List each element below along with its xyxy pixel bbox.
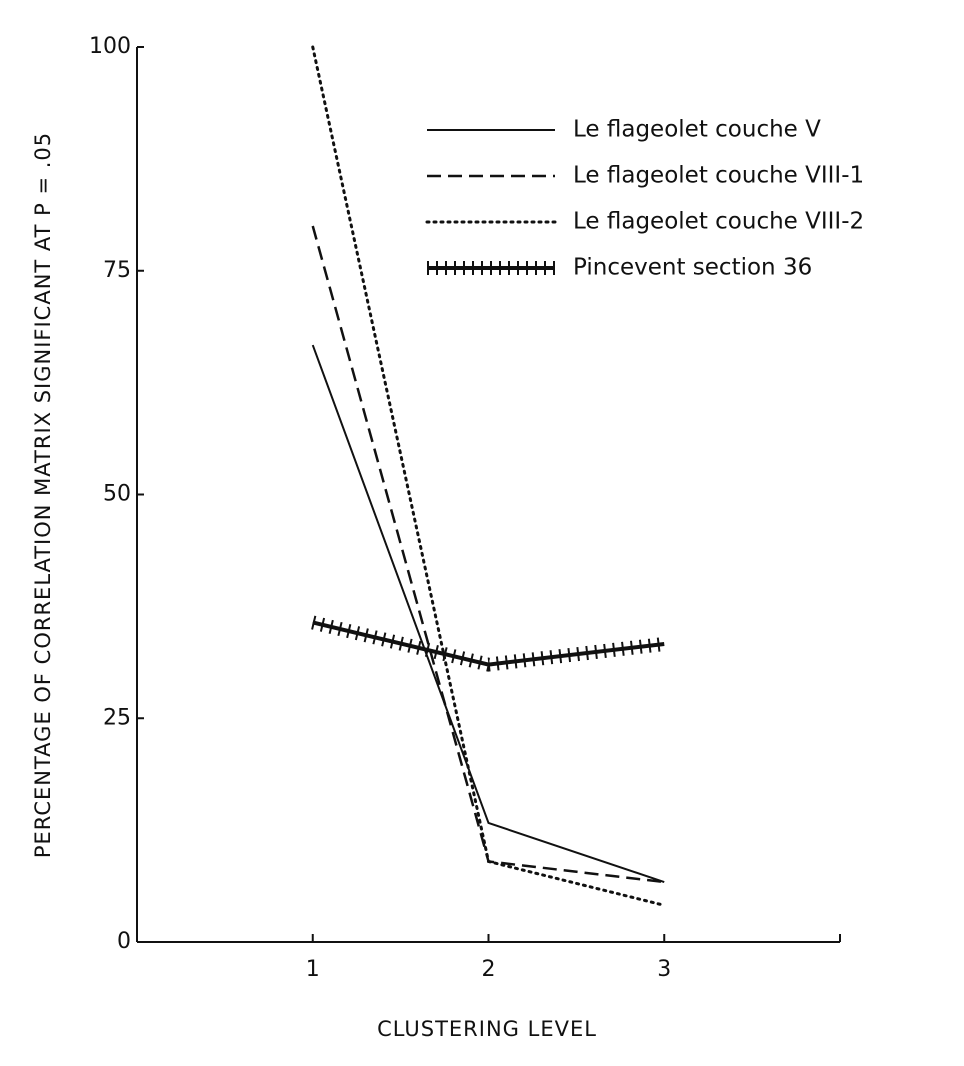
series-line <box>311 344 665 883</box>
y-tick-label: 75 <box>103 258 131 283</box>
y-tick-label: 25 <box>103 705 131 730</box>
x-axis-title: CLUSTERING LEVEL <box>377 1017 597 1041</box>
series-line <box>311 225 665 884</box>
legend-label: Le flageolet couche V <box>573 117 821 143</box>
y-tick-label: 0 <box>117 929 131 954</box>
series-line <box>311 45 666 907</box>
y-tick-label: 100 <box>89 34 131 59</box>
x-tick-label: 3 <box>657 957 671 982</box>
x-tick-label: 2 <box>482 957 496 982</box>
y-tick-label: 50 <box>103 482 131 507</box>
legend-label: Le flageolet couche VIII-1 <box>573 163 864 189</box>
x-tick-label: 1 <box>306 957 320 982</box>
y-axis-title: PERCENTAGE OF CORRELATION MATRIX SIGNIFI… <box>31 132 55 858</box>
series-line-hatch <box>311 615 666 672</box>
legend-label: Le flageolet couche VIII-2 <box>573 209 864 235</box>
legend-label: Pincevent section 36 <box>573 255 812 281</box>
